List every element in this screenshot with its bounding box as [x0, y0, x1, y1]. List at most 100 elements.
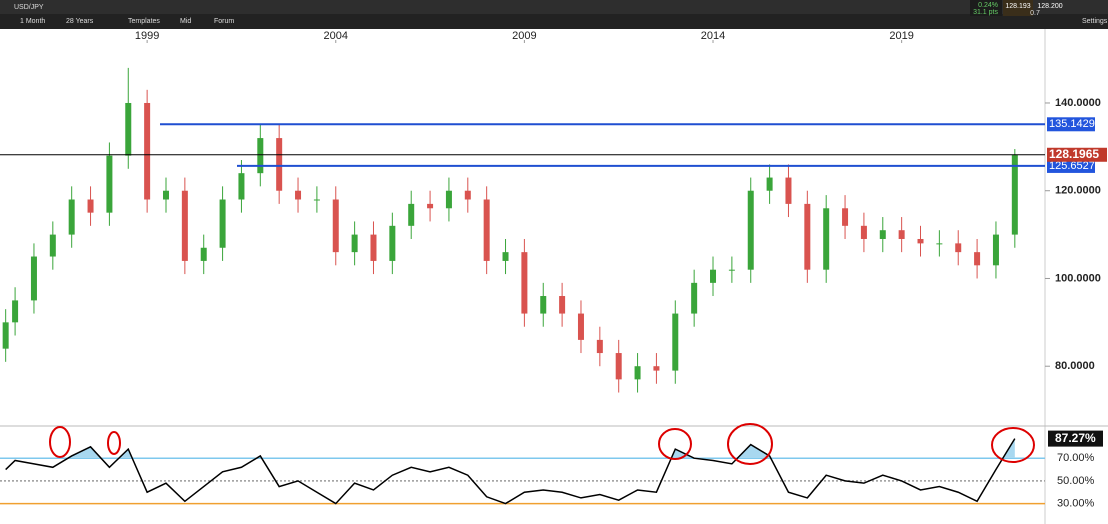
overbought-fill: [68, 438, 1015, 458]
bid: 128.193: [1005, 3, 1030, 10]
x-tick-label: 1999: [135, 30, 159, 42]
ask[interactable]: 128.200: [1037, 3, 1062, 10]
level-label-box: [1047, 147, 1107, 162]
candle-body: [860, 225, 867, 239]
candle-body: [276, 138, 283, 191]
x-tick-label: 2009: [512, 30, 536, 42]
candle-body: [842, 208, 849, 226]
candle-body: [49, 234, 56, 257]
y-tick-label: 120.0000: [1055, 185, 1101, 197]
range[interactable]: 28 Years: [66, 18, 94, 25]
y-tick-label: 30.00%: [1057, 497, 1095, 509]
toolbar: [0, 14, 1108, 29]
candle-body: [238, 173, 245, 200]
y-tick-label: 140.0000: [1055, 97, 1101, 109]
candle-body: [427, 203, 434, 209]
rsi-line: [5, 438, 1016, 505]
candle-body: [219, 199, 226, 248]
candle-body: [483, 199, 490, 261]
change-pct: 0.24%: [978, 2, 998, 9]
candle-body: [974, 252, 981, 266]
level-label: 125.6527: [1049, 160, 1095, 172]
annotation-circle: [107, 431, 121, 455]
change-box: [970, 0, 1002, 16]
candle-body: [521, 252, 528, 314]
candle-body: [615, 353, 622, 380]
candle-body: [804, 203, 811, 270]
candle-body: [766, 177, 773, 191]
annotation-circle: [991, 427, 1035, 463]
candle-body: [992, 234, 999, 266]
current-label: 87.27%: [1055, 431, 1096, 445]
candle-body: [257, 138, 264, 174]
y-tick-label: 80.0000: [1055, 360, 1095, 372]
candle-body: [370, 234, 377, 261]
candle-body: [351, 234, 358, 253]
candle-body: [389, 225, 396, 261]
candle-body: [12, 300, 19, 323]
candle-body: [2, 322, 9, 349]
x-tick-label: 2014: [701, 30, 725, 42]
candle-body: [162, 190, 169, 200]
annotation-circle: [658, 428, 692, 460]
level-label: 135.1429: [1049, 118, 1095, 130]
level-label: 128.1965: [1049, 147, 1099, 161]
candle-body: [955, 243, 962, 253]
menu-item[interactable]: Mid: [180, 18, 191, 25]
candle-body: [936, 243, 943, 245]
candle-body: [125, 102, 132, 156]
annotation-circle: [727, 423, 773, 465]
settings[interactable]: Settings: [1082, 18, 1108, 25]
candle-body: [917, 238, 924, 244]
candle-body: [181, 190, 188, 261]
candle-body: [898, 230, 905, 239]
candle-body: [68, 199, 75, 235]
candle-body: [408, 203, 415, 226]
x-tick-label: 2004: [324, 30, 348, 42]
y-tick-label: 70.00%: [1057, 452, 1095, 464]
y-tick-label: 50.00%: [1057, 475, 1095, 487]
menu-item[interactable]: Templates: [128, 18, 160, 25]
candle-body: [823, 208, 830, 270]
interval[interactable]: 1 Month: [20, 18, 45, 25]
change-pts: 31.1 pts: [973, 9, 998, 16]
candle-body: [332, 199, 339, 253]
candle-body: [879, 230, 886, 239]
candle-body: [747, 190, 754, 270]
candle-body: [30, 256, 37, 301]
candle-body: [672, 313, 679, 371]
candle-body: [728, 269, 735, 271]
candle-body: [577, 313, 584, 340]
candle-body: [691, 282, 698, 314]
candle-body: [464, 190, 471, 200]
candle-body: [559, 296, 566, 314]
candle-body: [87, 199, 94, 213]
bid-box[interactable]: [1003, 0, 1033, 16]
candle-body: [106, 155, 113, 213]
candle-body: [785, 177, 792, 204]
candle-body: [710, 269, 717, 283]
candle-body: [295, 190, 302, 200]
candle-body: [1011, 154, 1018, 235]
candle-body: [596, 339, 603, 354]
candle-body: [540, 296, 547, 314]
candle-body: [144, 102, 151, 200]
current-label-box: [1048, 430, 1103, 447]
title-bar: [0, 0, 1108, 14]
x-tick-label: 2019: [889, 30, 913, 42]
menu-item[interactable]: Forum: [214, 18, 234, 25]
candle-body: [502, 252, 509, 261]
annotation-circle: [49, 426, 71, 458]
annotations: [49, 423, 1035, 465]
candle-body: [200, 247, 207, 261]
candle-body: [313, 199, 320, 201]
y-tick-label: 100.0000: [1055, 272, 1101, 284]
candle-body: [445, 190, 452, 209]
level-label-box: [1047, 158, 1095, 173]
candle-body: [634, 366, 641, 380]
candle-body: [653, 366, 660, 371]
level-label-box: [1047, 117, 1095, 132]
symbol[interactable]: USD/JPY: [14, 4, 44, 11]
spread: 0.7: [1030, 10, 1040, 17]
